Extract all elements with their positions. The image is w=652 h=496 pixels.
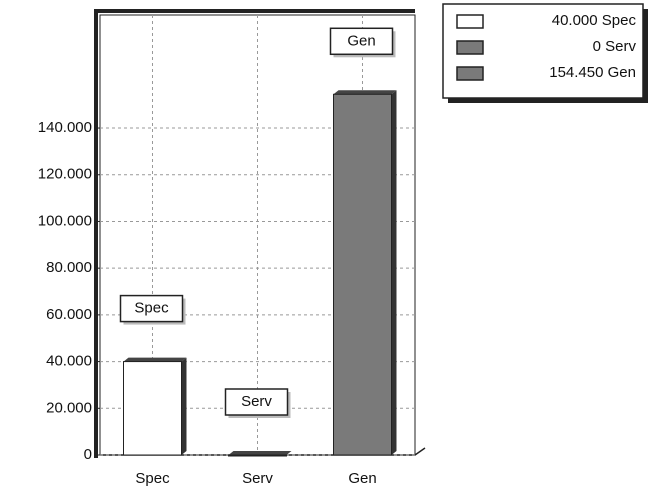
y-tick-label: 0 [84, 446, 92, 463]
legend-swatch [456, 40, 484, 55]
plot-frame [94, 9, 415, 458]
bar-top [123, 357, 187, 362]
bar-side [391, 90, 397, 455]
legend-value: 0 [593, 38, 601, 55]
y-tick-label: 120.000 [38, 166, 92, 183]
legend-category: Serv [605, 38, 636, 55]
bar [333, 93, 392, 456]
legend-category: Gen [608, 64, 636, 81]
bar [228, 454, 287, 457]
y-tick-label: 40.000 [46, 353, 92, 370]
annotation-box [224, 388, 289, 416]
y-tick-label: 60.000 [46, 306, 92, 323]
legend-value: 40.000 [552, 12, 598, 29]
legend-category: Spec [602, 12, 637, 29]
x-tick-label: Serv [242, 470, 273, 487]
annotation-box [329, 27, 394, 56]
x-tick-label: Spec [135, 470, 170, 487]
bar-top [333, 90, 397, 95]
legend-value: 154.450 [549, 64, 603, 81]
bar-side [181, 357, 187, 455]
annotation-label: Gen [347, 32, 375, 49]
legend-entry: 154.450 Gen [549, 64, 636, 81]
bar-top [228, 451, 292, 455]
x-tick-label: Gen [348, 470, 376, 487]
legend-swatch [456, 14, 484, 29]
y-tick-label: 100.000 [38, 212, 92, 229]
annotation-label: Serv [241, 393, 272, 410]
legend-entry: 0 Serv [593, 38, 637, 55]
y-tick-label: 140.000 [38, 119, 92, 136]
annotation-box [119, 294, 184, 323]
bar [123, 361, 182, 456]
legend-swatch [456, 66, 484, 81]
y-tick-label: 20.000 [46, 399, 92, 416]
y-tick-label: 80.000 [46, 259, 92, 276]
annotation-label: Spec [134, 300, 169, 317]
legend-entry: 40.000 Spec [552, 12, 637, 29]
